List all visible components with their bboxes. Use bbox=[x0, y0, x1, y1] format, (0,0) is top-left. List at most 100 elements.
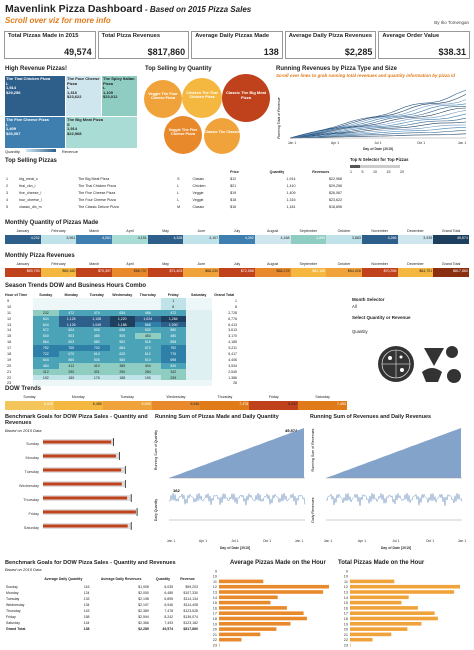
heat-cell[interactable]: 1,220 bbox=[109, 315, 135, 322]
heat-cell[interactable]: 480 bbox=[160, 333, 186, 340]
heat-cell[interactable]: 536 bbox=[84, 356, 110, 363]
running-revenue-chart[interactable]: Running Total of Revenue Jan 1 Apr 1 Jul… bbox=[276, 88, 470, 152]
heat-cell[interactable] bbox=[84, 303, 110, 310]
high-revenue-treemap[interactable]: The Thai Chicken Pizza L 1,914 $29,256 The … bbox=[5, 76, 137, 148]
table-row[interactable]: Saturday 144 $2,366 7,493 $123,182 bbox=[4, 620, 200, 626]
heat-cell[interactable]: 342 bbox=[160, 368, 186, 375]
strip-cell[interactable]: 3,961 bbox=[40, 235, 77, 244]
heat-cell[interactable]: 776 bbox=[160, 351, 186, 357]
heat-cell[interactable] bbox=[109, 298, 135, 304]
heat-cell[interactable] bbox=[186, 374, 212, 381]
strip-cell[interactable]: 49,574 bbox=[433, 235, 469, 244]
heat-cell[interactable] bbox=[186, 315, 212, 322]
strip-cell[interactable]: 4,261 bbox=[76, 235, 113, 244]
heat-cell[interactable]: 580 bbox=[160, 327, 186, 334]
run-qty-chart[interactable]: Running Sum of Quantity Daily Quantity 1… bbox=[153, 420, 308, 552]
heat-cell[interactable]: 510 bbox=[135, 356, 161, 363]
heat-cell[interactable]: 1,108 bbox=[84, 315, 110, 322]
heat-cell[interactable]: 190 bbox=[135, 374, 161, 381]
heat-cell[interactable]: 620 bbox=[109, 351, 135, 357]
bench-bullet-chart[interactable]: Sunday Monday Tuesday Wednesday Thursday Frid… bbox=[5, 434, 153, 552]
heat-cell[interactable]: 192 bbox=[33, 374, 59, 381]
table-row[interactable]: 1 big_meat_s The Big Meat Pizza S Classic $12… bbox=[6, 176, 342, 181]
strip-cell[interactable]: $71,403 bbox=[147, 268, 184, 277]
monthly-qty-strip[interactable]: 4,232 3,961 4,261 4,151 4,328 4,107 4,392 4,168… bbox=[5, 235, 469, 244]
strip-cell[interactable]: 6,946 bbox=[151, 401, 201, 410]
strip-cell[interactable]: 4,107 bbox=[183, 235, 220, 244]
heat-cell[interactable]: 239 bbox=[160, 374, 186, 381]
heat-cell[interactable]: 1,264 bbox=[160, 315, 186, 322]
strip-cell[interactable]: 4,266 bbox=[361, 235, 398, 244]
heat-cell[interactable]: 670 bbox=[58, 351, 84, 357]
measure-selector-value[interactable]: Quantity bbox=[352, 329, 368, 334]
heat-cell[interactable]: 518 bbox=[135, 339, 161, 346]
tile-big-meat[interactable]: The Big Meat Pizza S 1,914 $22,968 bbox=[66, 117, 137, 148]
kpi-avg-daily-pizzas[interactable]: Average Daily Pizzas Made 138 bbox=[191, 31, 283, 59]
heat-cell[interactable]: 752 bbox=[33, 345, 59, 352]
table-row[interactable]: Sunday 116 $1,908 6,035 $99,203 bbox=[4, 584, 200, 590]
strip-cell[interactable]: 6,485 bbox=[53, 401, 103, 410]
strip-cell[interactable]: 7,493 bbox=[298, 401, 348, 410]
strip-cell[interactable]: 4,168 bbox=[254, 235, 291, 244]
heat-cell[interactable] bbox=[186, 327, 212, 334]
heat-cell[interactable]: 404 bbox=[135, 362, 161, 369]
season-heatmap[interactable]: Hour of Time Sunday Monday Tuesday Wednesday… bbox=[5, 292, 237, 387]
heat-cell[interactable]: 612 bbox=[135, 351, 161, 357]
heat-cell[interactable]: 472 bbox=[58, 309, 84, 316]
table-row[interactable]: 3 five_cheese_l The Five Cheese Pizza L Vegg… bbox=[6, 190, 342, 195]
strip-cell[interactable]: 3,883 bbox=[326, 235, 362, 244]
heat-cell[interactable]: 598 bbox=[160, 339, 186, 346]
heat-cell[interactable] bbox=[186, 298, 212, 304]
heat-cell[interactable]: 4,406 bbox=[211, 356, 237, 363]
bubble-classic[interactable]: Classic The Classic bbox=[204, 118, 240, 154]
table-row[interactable]: Tuesday 133 $2,198 6,895 $114,134 bbox=[4, 596, 200, 602]
strip-cell[interactable]: $64,028 bbox=[326, 268, 362, 277]
heat-cell[interactable]: 2,545 bbox=[211, 368, 237, 375]
heat-cell[interactable]: 634 bbox=[109, 309, 135, 316]
strip-cell[interactable]: 4,232 bbox=[5, 235, 41, 244]
strip-cell[interactable]: 7,478 bbox=[200, 401, 250, 410]
bubble-big-meat[interactable]: Classic The Big Meat Pizza bbox=[222, 74, 270, 122]
heat-cell[interactable] bbox=[84, 380, 110, 387]
heat-cell[interactable]: 312 bbox=[33, 368, 59, 375]
heat-cell[interactable]: 6,413 bbox=[211, 321, 237, 328]
heat-cell[interactable]: 530 bbox=[135, 327, 161, 334]
heat-cell[interactable]: 176 bbox=[84, 374, 110, 381]
heat-cell[interactable] bbox=[186, 351, 212, 357]
heat-cell[interactable]: 3,534 bbox=[211, 362, 237, 369]
heat-cell[interactable]: 505 bbox=[109, 333, 135, 340]
bubble-thai-chicken[interactable]: Chicken The Thai Chicken Pizza bbox=[182, 78, 222, 118]
heat-cell[interactable]: 412 bbox=[58, 362, 84, 369]
table-row[interactable]: Friday 158 $2,594 8,242 $136,074 bbox=[4, 614, 200, 620]
heat-cell[interactable]: 8 bbox=[211, 303, 237, 310]
strip-cell[interactable]: $817,860 bbox=[433, 268, 469, 277]
heat-cell[interactable]: 188 bbox=[109, 374, 135, 381]
heat-cell[interactable]: 1,188 bbox=[109, 321, 135, 328]
heat-cell[interactable]: 1 bbox=[211, 298, 237, 304]
heat-cell[interactable]: 1 bbox=[160, 298, 186, 304]
bubble-chart[interactable]: Veggie The Four Cheese Pizza Chicken The… bbox=[142, 74, 272, 156]
heat-cell[interactable] bbox=[186, 368, 212, 375]
run-rev-chart[interactable]: Running Sum of Revenues Daily Revenues J… bbox=[310, 420, 470, 552]
heat-cell[interactable]: 614 bbox=[84, 351, 110, 357]
bubble-five-cheese[interactable]: Veggie The Five Cheese Pizza bbox=[164, 116, 202, 154]
heat-cell[interactable]: 1,000 bbox=[160, 321, 186, 328]
strip-cell[interactable]: 8,242 bbox=[249, 401, 299, 410]
heat-cell[interactable]: 485 bbox=[84, 333, 110, 340]
heat-cell[interactable]: 5,211 bbox=[211, 345, 237, 352]
heat-cell[interactable]: 28 bbox=[211, 380, 237, 387]
heat-cell[interactable]: 5,417 bbox=[211, 351, 237, 357]
heat-cell[interactable]: 8 bbox=[160, 303, 186, 310]
heat-cell[interactable]: 644 bbox=[33, 356, 59, 363]
strip-cell[interactable]: 6,035 bbox=[5, 401, 54, 410]
dow-strip[interactable]: 6,035 6,485 6,895 6,946 7,478 8,242 7,493 bbox=[5, 401, 348, 410]
strip-cell[interactable]: 4,328 bbox=[147, 235, 184, 244]
heat-cell[interactable]: 472 bbox=[160, 309, 186, 316]
top-n-slider[interactable] bbox=[350, 165, 400, 168]
heat-cell[interactable]: 702 bbox=[84, 345, 110, 352]
heat-cell[interactable] bbox=[160, 380, 186, 387]
heat-cell[interactable] bbox=[135, 298, 161, 304]
heat-cell[interactable]: 466 bbox=[135, 309, 161, 316]
table-row[interactable]: Monday 124 $2,050 6,485 $107,330 bbox=[4, 590, 200, 596]
